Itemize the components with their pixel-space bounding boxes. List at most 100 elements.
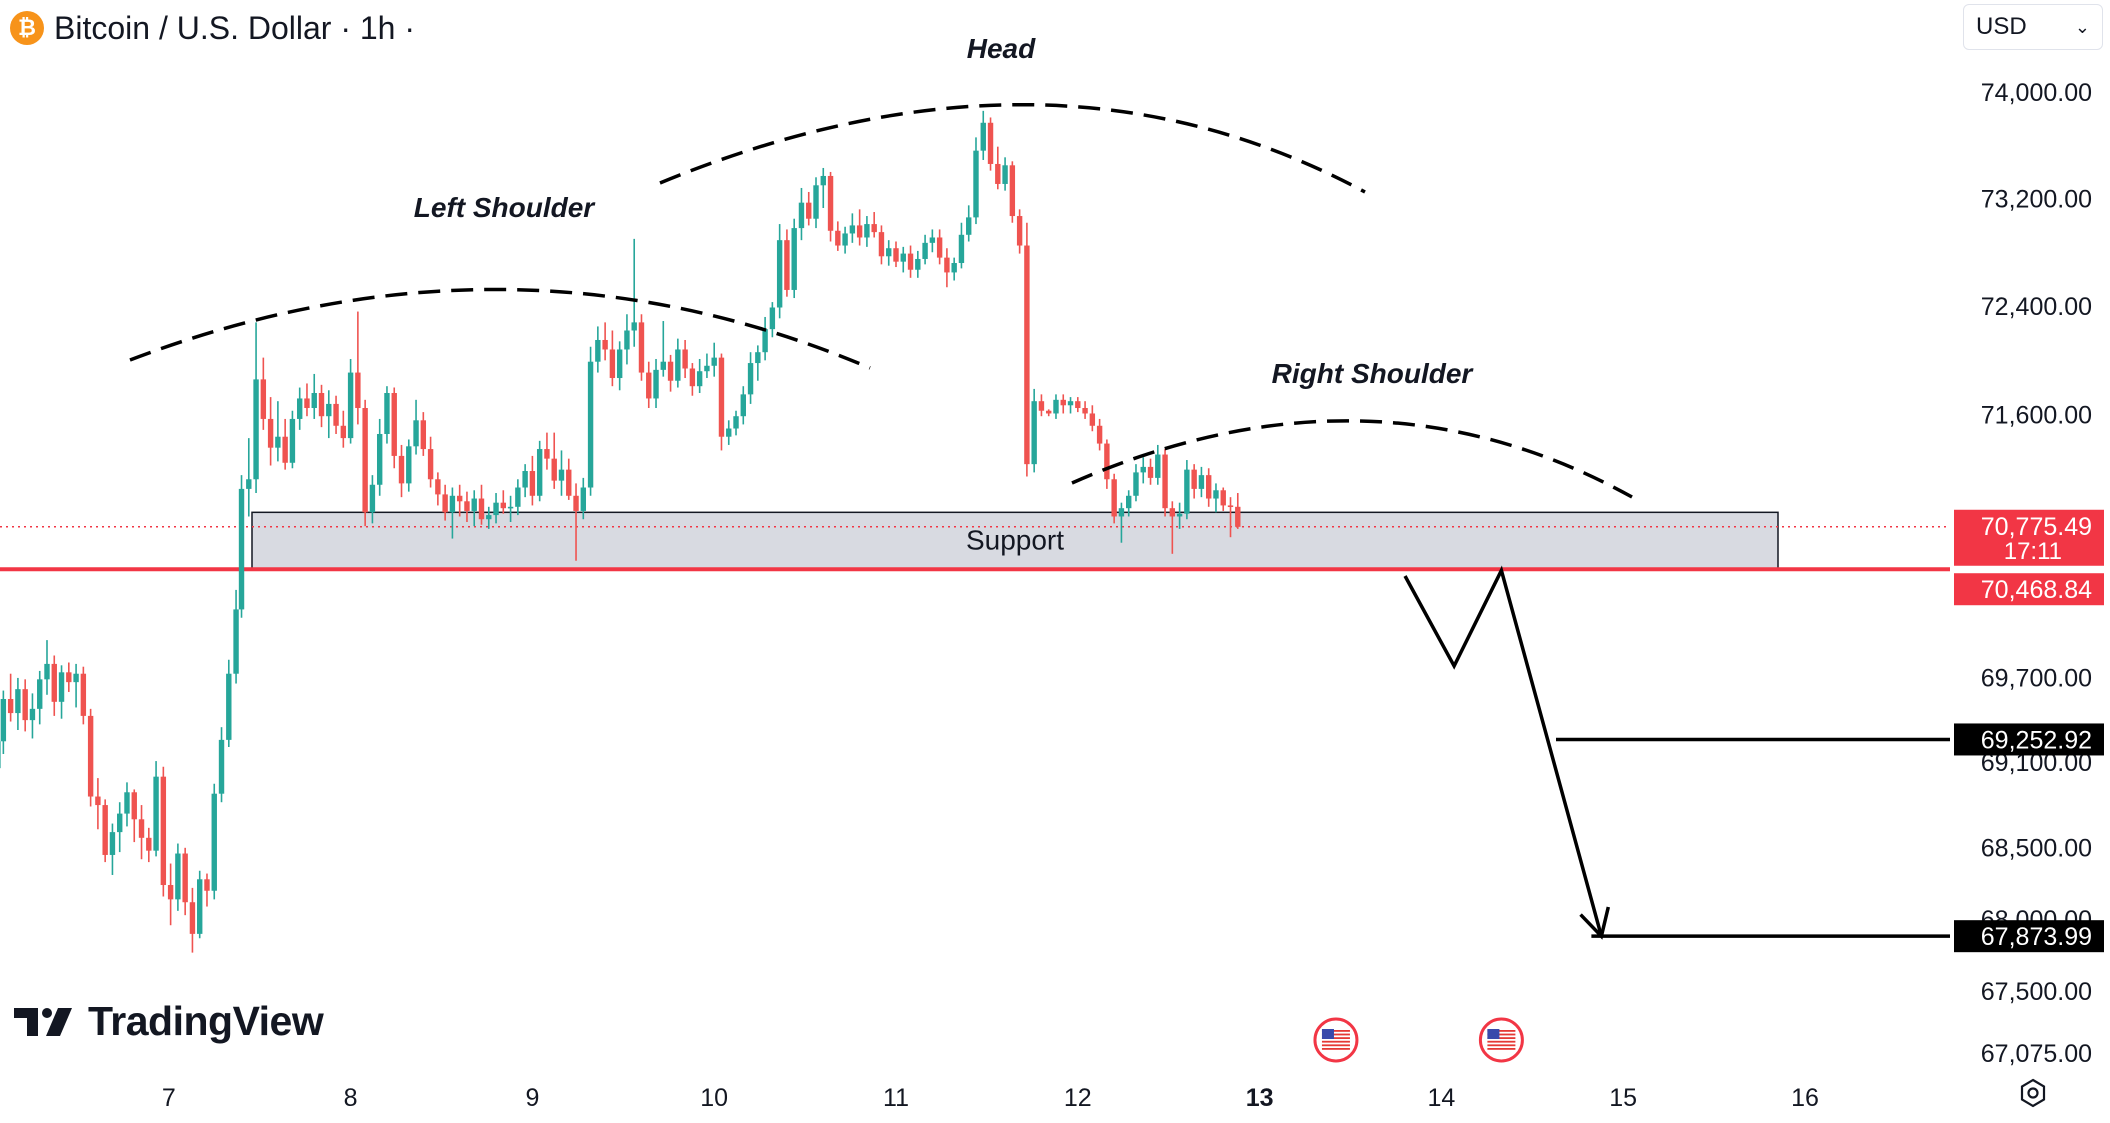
candle-body (1104, 443, 1110, 480)
candle-body (267, 418, 274, 448)
candle (102, 799, 108, 863)
candle (740, 386, 746, 425)
us-flag-icon[interactable] (1478, 1017, 1524, 1063)
symbol-header[interactable]: ₿ Bitcoin / U.S. Dollar · 1h · (10, 6, 415, 50)
candle (160, 766, 167, 897)
candle (233, 589, 239, 684)
flag-stripe (1487, 1048, 1516, 1050)
y-tick-label: 72,400.00 (1981, 293, 2092, 321)
candle-body (726, 428, 732, 437)
price-label-target[interactable]: 69,252.92 (1954, 723, 2104, 756)
candle-body (246, 479, 252, 489)
candle-body (369, 484, 376, 513)
candle-body (289, 418, 296, 463)
candle-body (464, 501, 470, 511)
flag-stripe (1321, 1048, 1350, 1050)
candle (929, 229, 936, 253)
flag-stripe (1321, 1037, 1350, 1039)
candle (1184, 460, 1190, 520)
candle-body (131, 792, 137, 820)
candle (522, 464, 528, 498)
candle-body (755, 352, 761, 364)
tradingview-logo[interactable]: TradingView (14, 998, 324, 1045)
candle (806, 191, 812, 226)
candle (442, 484, 448, 521)
candle (44, 640, 50, 695)
candle-body (536, 449, 543, 496)
x-tick-label: 10 (700, 1084, 728, 1112)
candle (1198, 466, 1205, 498)
candle-body (631, 322, 637, 331)
chevron-down-icon: ⌄ (2074, 16, 2090, 38)
candle-body (660, 361, 666, 370)
y-tick-label: 68,500.00 (1981, 834, 2092, 862)
x-tick-label: 15 (1609, 1084, 1637, 1112)
candle (558, 450, 565, 496)
candle (638, 314, 645, 381)
candle (456, 484, 463, 517)
candle-body (435, 479, 441, 495)
candle (609, 330, 616, 387)
candle-body (835, 230, 841, 246)
candle-body (182, 853, 188, 903)
currency-select[interactable]: USD ⌄ (1963, 4, 2103, 50)
candle-body (515, 487, 521, 507)
candle-body (711, 357, 717, 366)
candle (1075, 397, 1081, 413)
candle-body (995, 163, 1001, 184)
candle (333, 395, 339, 434)
candle (1227, 497, 1234, 538)
candle-body (296, 398, 303, 419)
candle (1082, 401, 1088, 419)
candle (369, 475, 376, 524)
candle-body (602, 339, 608, 350)
candle-body (1220, 490, 1226, 506)
candle (878, 225, 885, 265)
candle (22, 679, 28, 732)
candle (856, 209, 863, 246)
candle-body (987, 122, 994, 164)
candle (1111, 473, 1117, 524)
candle-body (784, 240, 790, 290)
candle (958, 222, 965, 269)
head-arc (659, 103, 1366, 194)
us-flag-icon[interactable] (1313, 1017, 1359, 1063)
candle (1031, 388, 1037, 473)
price-label-target[interactable]: 67,873.99 (1954, 920, 2104, 953)
candle-body (1126, 495, 1132, 509)
candle (311, 373, 317, 419)
candle (602, 322, 608, 361)
left-shoulder-label: Left Shoulder (414, 192, 597, 223)
candle-body (529, 471, 536, 496)
candle-body (347, 372, 354, 439)
candle-body (980, 122, 986, 151)
candle-body (87, 715, 94, 797)
candle-body (544, 449, 550, 459)
candle-body (233, 609, 239, 674)
candle-body (22, 689, 28, 721)
candle (1220, 487, 1226, 511)
candle-body (398, 455, 405, 484)
candle-body (1205, 475, 1212, 499)
candle-body (362, 408, 368, 513)
flag-stripe (1487, 1040, 1516, 1043)
candle (624, 314, 630, 365)
price-label-box (1954, 573, 2104, 606)
candle-body (471, 498, 477, 511)
candle (66, 662, 72, 692)
gear-icon[interactable] (2018, 1078, 2048, 1108)
symbol-title[interactable]: Bitcoin / U.S. Dollar · 1h · (54, 9, 415, 46)
x-tick-label: 11 (883, 1084, 909, 1112)
price-label-support-line[interactable]: 70,468.84 (1954, 573, 2104, 606)
candle-body (1082, 408, 1088, 414)
candle (1038, 394, 1045, 417)
candle-body (929, 237, 936, 243)
candle (718, 353, 725, 451)
candle-body (806, 202, 812, 219)
candle (37, 670, 43, 725)
candle-body (427, 449, 434, 480)
candle (726, 420, 732, 445)
